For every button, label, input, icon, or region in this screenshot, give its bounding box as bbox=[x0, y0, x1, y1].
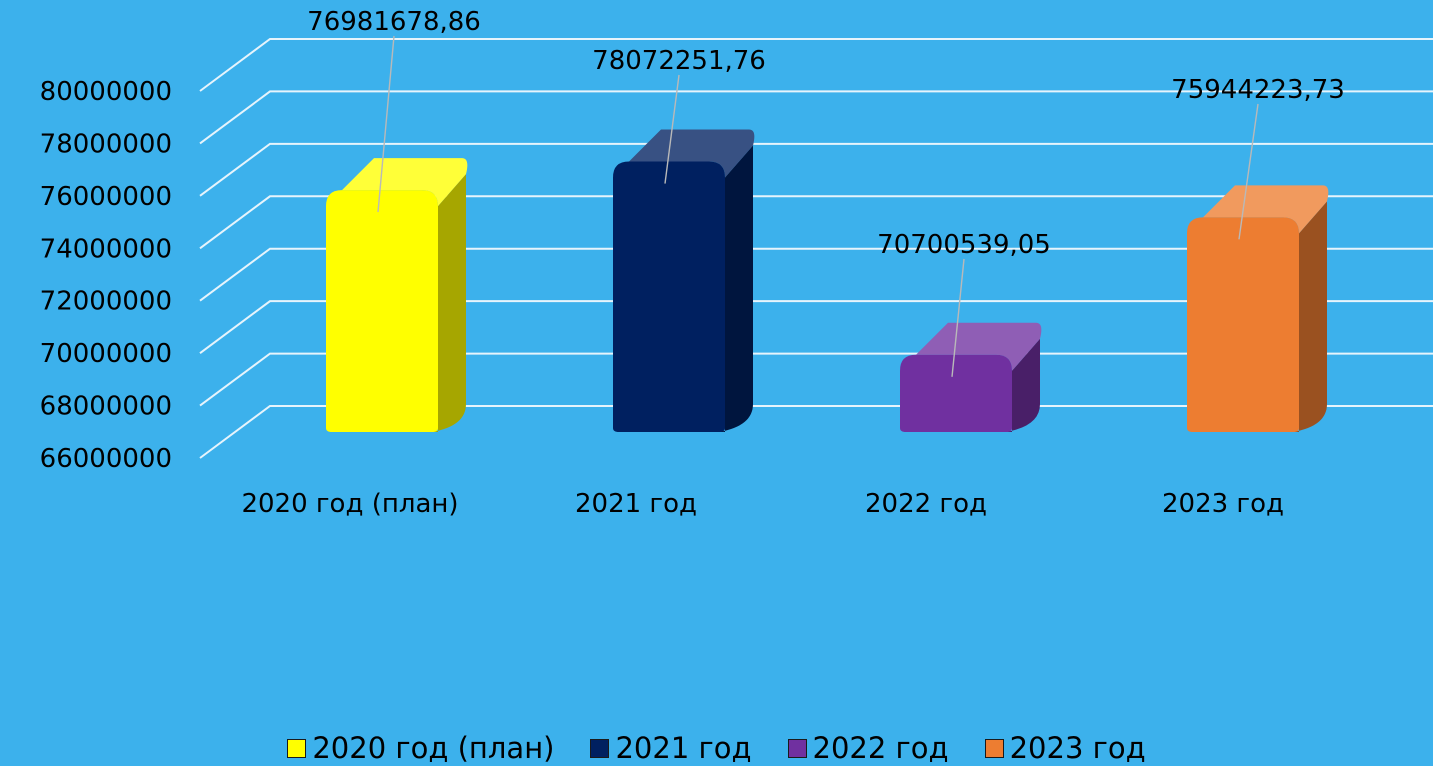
leader-line bbox=[377, 35, 395, 213]
bar bbox=[326, 158, 468, 432]
legend-swatch bbox=[787, 738, 807, 758]
gridline bbox=[199, 90, 1433, 145]
gridline bbox=[199, 195, 1433, 250]
data-labels: 76981678,86 78072251,76 70700539,05 7594422… bbox=[307, 7, 1345, 377]
y-tick-label: 76000000 bbox=[40, 182, 172, 212]
bars bbox=[326, 129, 1329, 432]
x-tick-label: 2021 год bbox=[575, 489, 697, 519]
x-tick-label: 2023 год bbox=[1162, 489, 1284, 519]
legend-item: 2020 год (план) bbox=[287, 731, 554, 765]
chart-legend: 2020 год (план) 2021 год 2022 год 2023 год bbox=[0, 730, 1433, 766]
legend-label: 2021 год bbox=[615, 731, 752, 765]
x-tick-label: 2022 год bbox=[865, 489, 987, 519]
bar bbox=[613, 129, 755, 432]
legend-label: 2023 год bbox=[1009, 731, 1146, 765]
leader-line bbox=[664, 74, 680, 184]
data-label: 76981678,86 bbox=[307, 7, 481, 37]
legend-swatch bbox=[287, 738, 307, 758]
y-tick-label: 74000000 bbox=[40, 234, 172, 264]
legend-item: 2022 год bbox=[787, 731, 949, 765]
bar bbox=[1187, 185, 1329, 432]
gridline bbox=[199, 300, 1433, 354]
data-label: 70700539,05 bbox=[877, 230, 1051, 260]
gridline bbox=[199, 142, 1433, 197]
gridline bbox=[199, 247, 1433, 302]
y-tick-label: 80000000 bbox=[40, 77, 172, 107]
data-label: 78072251,76 bbox=[592, 46, 766, 76]
legend-label: 2022 год bbox=[812, 731, 949, 765]
legend-item: 2021 год bbox=[590, 731, 752, 765]
gridlines bbox=[199, 38, 1433, 459]
data-label: 75944223,73 bbox=[1171, 75, 1345, 105]
y-tick-label: 72000000 bbox=[40, 287, 172, 317]
y-tick-label: 66000000 bbox=[40, 444, 172, 474]
legend-item: 2023 год bbox=[984, 731, 1146, 765]
gridline bbox=[199, 352, 1433, 407]
bar bbox=[900, 322, 1042, 432]
gridline bbox=[199, 38, 1433, 92]
legend-label: 2020 год (план) bbox=[312, 731, 555, 765]
y-axis-tick-labels: 66000000 68000000 70000000 72000000 74000000… bbox=[40, 77, 172, 474]
gridline bbox=[199, 405, 1433, 459]
legend-swatch bbox=[590, 738, 610, 758]
x-tick-label: 2020 год (план) bbox=[241, 489, 458, 519]
leader-line bbox=[1238, 103, 1259, 240]
x-axis-tick-labels: 2020 год (план) 2021 год 2022 год 2023 год bbox=[241, 489, 1284, 519]
y-tick-label: 78000000 bbox=[40, 129, 172, 159]
leader-line bbox=[951, 258, 965, 377]
legend-swatch bbox=[984, 738, 1004, 758]
y-tick-label: 68000000 bbox=[40, 392, 172, 422]
y-tick-label: 70000000 bbox=[40, 339, 172, 369]
